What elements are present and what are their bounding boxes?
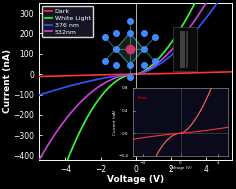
Y-axis label: Current (nA): Current (nA) (3, 49, 12, 113)
Bar (186, 31, 189, 68)
Polygon shape (116, 33, 144, 65)
Text: Dark: Dark (138, 96, 148, 100)
Y-axis label: Current (nA): Current (nA) (113, 109, 117, 135)
Bar (173, 27, 197, 71)
X-axis label: Voltage (V): Voltage (V) (169, 166, 192, 170)
Bar (181, 31, 185, 68)
Legend: Dark, White Light, 376 nm, 532nm: Dark, White Light, 376 nm, 532nm (42, 6, 93, 37)
X-axis label: Voltage (V): Voltage (V) (107, 175, 164, 184)
